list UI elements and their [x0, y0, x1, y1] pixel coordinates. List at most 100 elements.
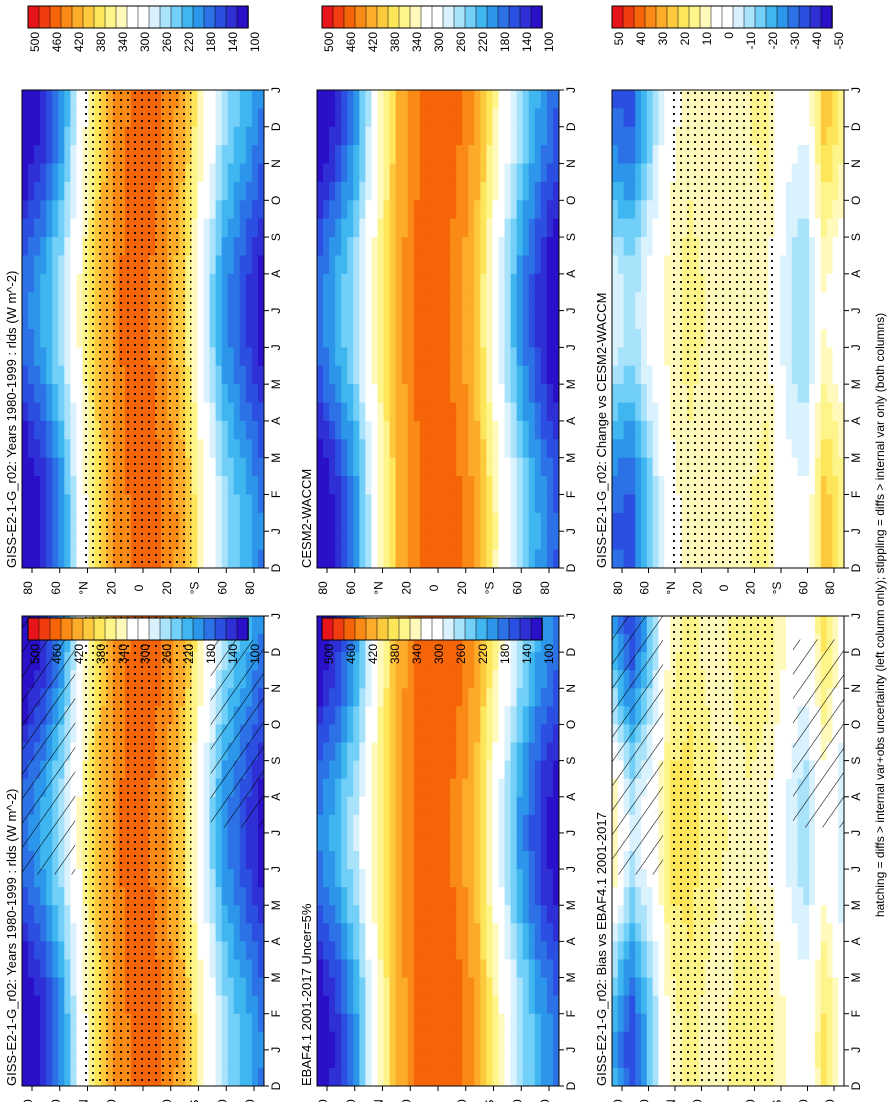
- heat-cell: [492, 512, 500, 532]
- heat-cell: [528, 851, 536, 870]
- heat-cell: [498, 959, 506, 979]
- heat-cell: [191, 706, 199, 726]
- heat-cell: [407, 760, 415, 780]
- heat-cell: [197, 959, 205, 979]
- heat-cell: [510, 778, 518, 798]
- heat-cell: [546, 1013, 554, 1033]
- heat-cell: [40, 959, 47, 979]
- heat-cell: [215, 292, 223, 312]
- heat-cell: [251, 531, 259, 551]
- heat-cell: [498, 200, 506, 220]
- heat-cell: [245, 384, 253, 404]
- heat-cell: [383, 549, 391, 568]
- heat-cell: [444, 494, 451, 514]
- heat-cell: [780, 724, 787, 744]
- heat-cell: [413, 670, 421, 689]
- heat-cell: [371, 1067, 379, 1086]
- heat-cell: [552, 420, 559, 440]
- heat-cell: [341, 1067, 348, 1086]
- heat-cell: [239, 1013, 247, 1033]
- heat-cell: [203, 977, 211, 997]
- heat-cell: [419, 512, 427, 532]
- heat-cell: [504, 977, 512, 997]
- heat-cell: [528, 255, 536, 275]
- heat-cell: [510, 742, 518, 762]
- heat-cell: [221, 887, 229, 906]
- heat-cell: [552, 670, 559, 689]
- heat-cell: [197, 688, 205, 707]
- heat-cell: [528, 347, 536, 367]
- heat-cell: [623, 887, 630, 906]
- heat-cell: [407, 923, 415, 942]
- heat-cell: [329, 200, 336, 220]
- heat-cell: [395, 310, 403, 330]
- heat-cell: [209, 108, 217, 128]
- heat-cell: [468, 941, 475, 961]
- heat-cell: [395, 652, 403, 671]
- heat-cell: [76, 869, 84, 888]
- heat-cell: [317, 1013, 324, 1033]
- heat-cell: [431, 310, 439, 330]
- heat-cell: [215, 512, 223, 532]
- heat-cell: [546, 402, 554, 422]
- heat-cell: [28, 439, 35, 459]
- heat-cell: [498, 1067, 506, 1086]
- heat-cell: [191, 255, 199, 275]
- heat-cell: [389, 384, 397, 404]
- heat-cell: [335, 977, 342, 997]
- heat-cell: [438, 851, 445, 870]
- heat-cell: [257, 977, 264, 997]
- heat-cell: [257, 869, 264, 888]
- heat-cell: [64, 1013, 71, 1033]
- heat-cell: [407, 200, 415, 220]
- heat-cell: [347, 1067, 354, 1086]
- heat-cell: [335, 869, 342, 888]
- heat-cell: [486, 402, 494, 422]
- heat-cell: [40, 163, 47, 183]
- heat-cell: [347, 347, 354, 367]
- heat-cell: [516, 941, 524, 961]
- heat-cell: [395, 457, 403, 477]
- heat-cell: [540, 365, 548, 385]
- heat-cell: [468, 347, 475, 367]
- heat-cell: [353, 292, 360, 312]
- heat-cell: [462, 814, 469, 834]
- month-tick-label: F: [269, 1010, 283, 1017]
- heat-cell: [70, 108, 78, 128]
- heat-cell: [257, 90, 264, 109]
- heat-cell: [546, 292, 554, 312]
- heat-cell: [492, 851, 500, 870]
- heat-cell: [353, 778, 360, 798]
- heat-cell: [46, 512, 53, 532]
- heat-cell: [389, 923, 397, 942]
- heat-cell: [480, 995, 487, 1015]
- heat-cell: [504, 941, 512, 961]
- heat-cell: [444, 218, 451, 238]
- heat-cell: [359, 851, 366, 870]
- heat-cell: [413, 237, 421, 257]
- heat-cell: [832, 869, 839, 888]
- heat-cell: [257, 959, 264, 979]
- heat-cell: [395, 531, 403, 551]
- heat-cell: [540, 457, 548, 477]
- heat-cell: [431, 549, 439, 568]
- heat-cell: [347, 457, 354, 477]
- heat-cell: [419, 273, 427, 293]
- heat-cell: [522, 181, 530, 201]
- heat-cell: [401, 941, 409, 961]
- heat-cell: [64, 476, 71, 496]
- heat-cell: [353, 1031, 360, 1051]
- heat-cell: [46, 200, 53, 220]
- heat-cell: [832, 851, 839, 870]
- heat-cell: [389, 200, 397, 220]
- heat-cell: [474, 310, 481, 330]
- heat-cell: [215, 1067, 223, 1086]
- heat-cell: [438, 796, 445, 816]
- heat-cell: [510, 905, 518, 924]
- heat-cell: [365, 420, 373, 440]
- heat-cell: [413, 218, 421, 238]
- heat-cell: [76, 778, 84, 798]
- heat-cell: [389, 760, 397, 780]
- heat-cell: [516, 310, 524, 330]
- heat-cell: [191, 108, 199, 128]
